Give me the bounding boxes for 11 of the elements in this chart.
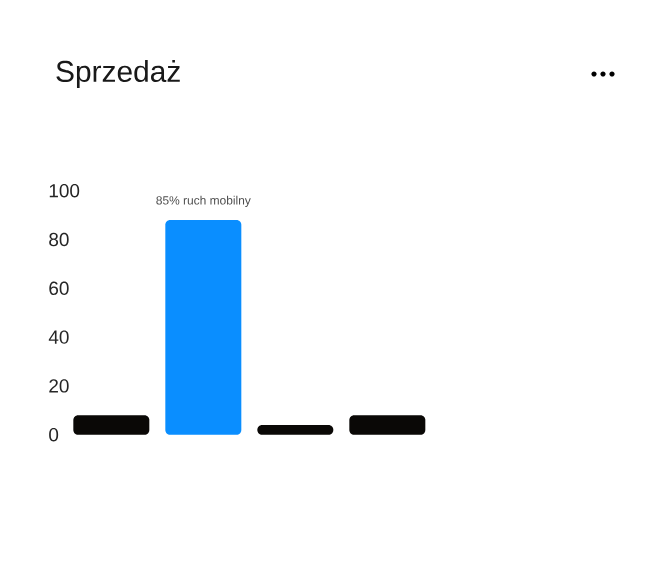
y-tick-label: 60 [49, 281, 69, 296]
chart-title: Sprzedaż [56, 60, 180, 88]
y-tick-label: 40 [48, 330, 69, 344]
y-tick-label: 20 [49, 379, 69, 393]
y-tick-label: 100 [49, 184, 80, 198]
y-tick-label: 80 [49, 232, 69, 247]
bar [257, 424, 334, 435]
y-tick-label: 0 [49, 428, 59, 442]
bar [165, 220, 242, 435]
bar [349, 415, 426, 435]
bar [73, 415, 150, 435]
